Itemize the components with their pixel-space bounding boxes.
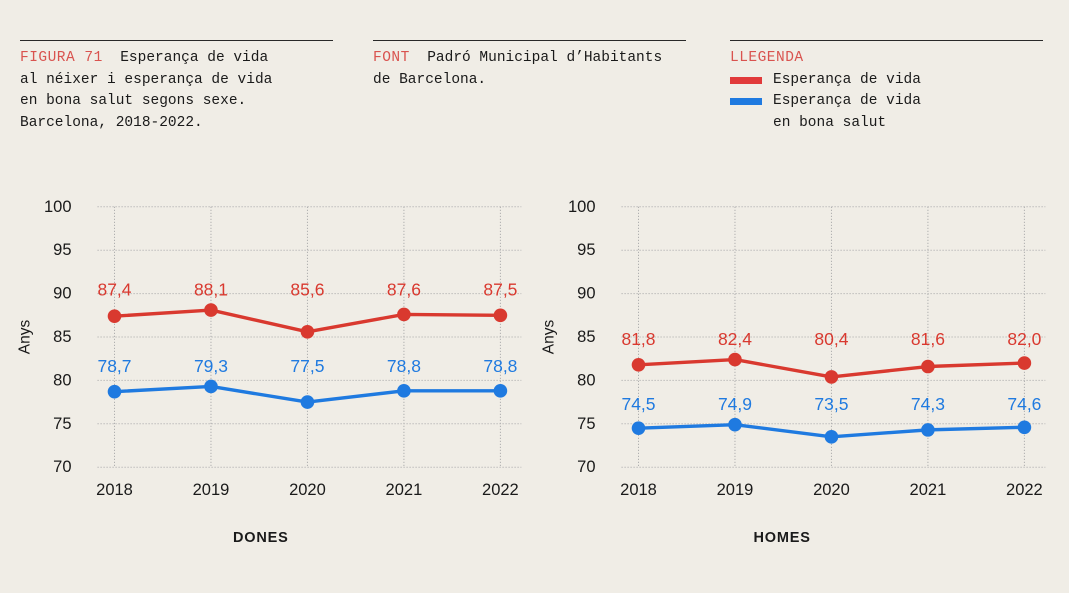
svg-text:80,4: 80,4 [814,329,848,349]
svg-text:81,6: 81,6 [911,329,945,349]
svg-text:2022: 2022 [1006,481,1043,499]
svg-text:75: 75 [53,415,71,433]
svg-text:82,0: 82,0 [1007,329,1041,349]
svg-text:Anys: Anys [17,320,34,355]
svg-text:2020: 2020 [289,481,326,499]
svg-text:74,3: 74,3 [911,394,945,414]
svg-text:74,6: 74,6 [1007,394,1041,414]
svg-text:2019: 2019 [717,481,754,499]
svg-text:2021: 2021 [386,481,423,499]
svg-text:2020: 2020 [813,481,850,499]
svg-text:2022: 2022 [482,481,519,499]
svg-text:78,8: 78,8 [483,356,517,376]
svg-text:74,9: 74,9 [718,394,752,414]
svg-text:70: 70 [53,458,71,476]
svg-text:73,5: 73,5 [814,394,848,414]
svg-text:87,4: 87,4 [97,280,131,300]
svg-text:75: 75 [577,415,595,433]
svg-text:2021: 2021 [910,481,947,499]
svg-text:79,3: 79,3 [194,356,228,376]
svg-text:80: 80 [53,371,71,389]
svg-text:78,8: 78,8 [387,356,421,376]
svg-text:88,1: 88,1 [194,280,228,300]
svg-text:85: 85 [577,328,595,346]
svg-text:78,7: 78,7 [97,356,131,376]
svg-text:74,5: 74,5 [621,394,655,414]
svg-text:95: 95 [577,241,595,259]
svg-text:100: 100 [44,198,72,216]
svg-text:2018: 2018 [96,481,133,499]
svg-text:95: 95 [53,241,71,259]
svg-text:82,4: 82,4 [718,329,752,349]
svg-text:80: 80 [577,371,595,389]
svg-text:85: 85 [53,328,71,346]
svg-text:100: 100 [568,198,596,216]
svg-text:2018: 2018 [620,481,657,499]
svg-text:Anys: Anys [541,320,558,355]
svg-text:85,6: 85,6 [290,280,324,300]
svg-text:2019: 2019 [193,481,230,499]
svg-text:81,8: 81,8 [621,329,655,349]
svg-text:70: 70 [577,458,595,476]
svg-text:77,5: 77,5 [290,356,324,376]
svg-text:90: 90 [53,285,71,303]
svg-text:87,5: 87,5 [483,280,517,300]
svg-text:87,6: 87,6 [387,280,421,300]
svg-text:90: 90 [577,285,595,303]
